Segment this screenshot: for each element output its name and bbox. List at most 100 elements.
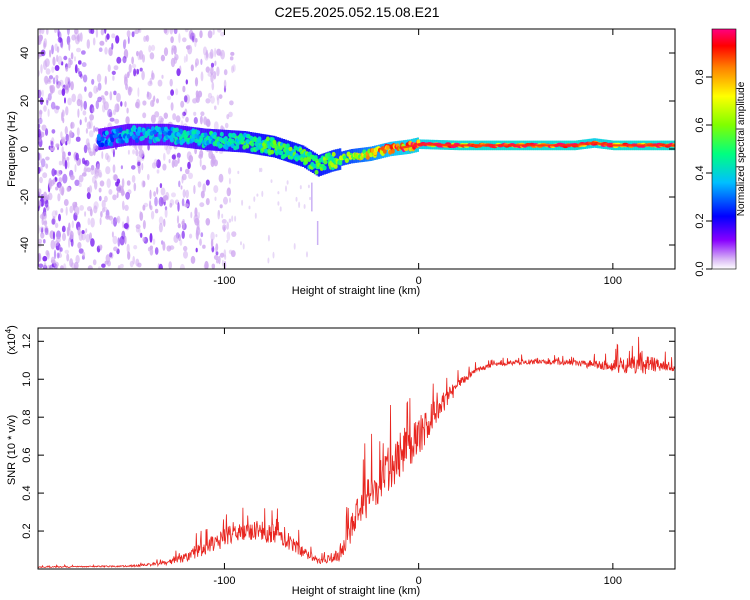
- noise-speckle: [40, 232, 44, 238]
- noise-speckle: [42, 125, 47, 131]
- noise-speckle: [217, 96, 219, 105]
- noise-speckle: [67, 98, 72, 106]
- noise-speckle: [170, 26, 174, 34]
- noise-speckle: [178, 33, 180, 43]
- noise-speckle: [141, 163, 143, 170]
- noise-speckle: [131, 57, 134, 65]
- noise-speckle: [200, 111, 204, 116]
- noise-speckle: [261, 191, 263, 197]
- noise-speckle: [186, 79, 188, 84]
- noise-speckle: [132, 64, 137, 68]
- ridge-blob: [258, 136, 262, 141]
- noise-speckle: [139, 149, 144, 158]
- noise-speckle: [68, 135, 71, 145]
- noise-speckle: [197, 93, 199, 100]
- noise-speckle: [214, 106, 217, 110]
- noise-speckle: [229, 178, 231, 184]
- noise-speckle: [53, 77, 56, 84]
- noise-speckle: [241, 200, 243, 206]
- noise-speckle: [90, 209, 93, 217]
- noise-speckle: [169, 159, 171, 163]
- svg-text:(x104): (x104): [4, 325, 18, 355]
- noise-speckle: [180, 101, 184, 108]
- noise-speckle: [178, 181, 180, 188]
- noise-speckle: [71, 52, 74, 59]
- noise-speckle: [167, 245, 172, 251]
- noise-speckle: [136, 51, 139, 56]
- noise-speckle: [89, 120, 93, 129]
- noise-speckle: [237, 171, 239, 174]
- noise-speckle: [116, 93, 121, 102]
- noise-speckle: [102, 104, 106, 113]
- noise-speckle: [66, 254, 69, 262]
- noise-speckle: [159, 223, 163, 233]
- noise-speckle: [39, 177, 43, 183]
- noise-speckle: [117, 192, 119, 198]
- noise-speckle: [40, 35, 43, 41]
- noise-speckle: [125, 116, 129, 124]
- noise-speckle: [122, 56, 126, 63]
- noise-speckle: [54, 43, 57, 51]
- ridge-blob: [273, 140, 277, 145]
- noise-speckle: [205, 98, 210, 103]
- ridge-blob: [386, 145, 390, 150]
- noise-speckle: [79, 183, 82, 187]
- noise-speckle: [230, 56, 234, 60]
- y-tick-label: 0.8: [21, 410, 33, 425]
- noise-speckle: [88, 147, 92, 153]
- colorbar-tick-label: 0.6: [694, 117, 706, 132]
- noise-speckle: [113, 164, 116, 173]
- noise-speckle: [214, 48, 216, 58]
- noise-speckle: [199, 150, 203, 157]
- noise-speckle: [249, 206, 251, 210]
- noise-speckle: [114, 119, 119, 124]
- noise-speckle: [74, 56, 76, 61]
- noise-speckle: [169, 203, 172, 208]
- ridge-blob: [109, 142, 113, 147]
- noise-speckle: [62, 156, 64, 161]
- snr-panel: -1000100 0.20.40.60.81.01.2 Height of st…: [4, 325, 675, 597]
- noise-speckle: [84, 145, 88, 153]
- noise-speckle: [153, 191, 156, 197]
- noise-speckle: [110, 118, 115, 122]
- noise-speckle: [67, 227, 70, 237]
- noise-speckle: [211, 63, 214, 68]
- noise-speckle: [231, 250, 236, 257]
- noise-speckle: [140, 68, 143, 72]
- noise-speckle: [99, 196, 102, 201]
- snr-x-label: Height of straight line (km): [292, 585, 420, 597]
- noise-speckle: [199, 30, 202, 38]
- noise-speckle: [161, 188, 166, 196]
- noise-speckle: [161, 55, 165, 62]
- noise-speckle: [95, 168, 100, 177]
- noise-speckle: [58, 56, 63, 65]
- noise-speckle: [125, 192, 130, 200]
- noise-speckle: [137, 87, 139, 97]
- noise-speckle: [124, 223, 129, 229]
- noise-speckle: [82, 252, 85, 257]
- noise-speckle: [61, 112, 63, 121]
- noise-speckle: [151, 211, 154, 220]
- noise-speckle: [49, 181, 52, 189]
- noise-speckle: [107, 261, 111, 267]
- noise-speckle: [62, 226, 66, 233]
- noise-speckle: [67, 161, 70, 169]
- noise-speckle: [70, 122, 72, 129]
- noise-speckle: [99, 41, 104, 46]
- snr-y-multiplier: (x104): [4, 325, 18, 355]
- noise-speckle: [99, 47, 103, 52]
- noise-speckle: [57, 170, 62, 176]
- noise-speckle: [228, 167, 231, 174]
- noise-speckle: [104, 47, 107, 55]
- noise-speckle: [47, 251, 50, 258]
- ridge-blob: [158, 134, 162, 139]
- spectrogram-x-ticks: -1000100: [213, 29, 622, 287]
- noise-speckle: [116, 57, 121, 64]
- noise-speckle: [151, 73, 155, 80]
- noise-speckle: [197, 221, 200, 230]
- noise-speckle: [178, 223, 181, 228]
- y-tick-label: 0.4: [21, 485, 33, 500]
- noise-speckle: [121, 188, 125, 196]
- noise-speckle: [90, 218, 95, 228]
- noise-speckle: [39, 90, 41, 98]
